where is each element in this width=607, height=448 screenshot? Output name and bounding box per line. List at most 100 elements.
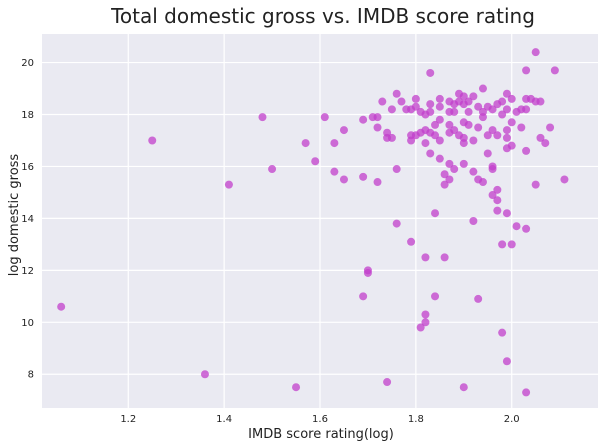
- scatter-point: [522, 146, 531, 155]
- scatter-point: [507, 94, 516, 103]
- scatter-point: [531, 48, 540, 57]
- scatter-point: [320, 113, 329, 122]
- scatter-point: [498, 240, 507, 249]
- scatter-point: [478, 178, 487, 187]
- scatter-point: [478, 113, 487, 122]
- scatter-point: [435, 102, 444, 111]
- scatter-point: [148, 136, 157, 145]
- scatter-point: [258, 113, 267, 122]
- scatter-point: [469, 136, 478, 145]
- scatter-point: [407, 237, 416, 246]
- scatter-point: [426, 149, 435, 158]
- scatter-point: [431, 209, 440, 218]
- scatter-point: [536, 97, 545, 106]
- scatter-point: [531, 180, 540, 189]
- scatter-point: [426, 107, 435, 116]
- scatter-point: [450, 126, 459, 135]
- scatter-point: [507, 141, 516, 150]
- scatter-point: [522, 224, 531, 233]
- scatter-point: [498, 328, 507, 337]
- scatter-point: [57, 302, 66, 311]
- scatter-point: [431, 120, 440, 129]
- scatter-point: [292, 383, 301, 392]
- scatter-point: [474, 294, 483, 303]
- scatter-point: [378, 97, 387, 106]
- scatter-point: [464, 97, 473, 106]
- scatter-point: [363, 266, 372, 275]
- y-tick-label: 18: [21, 110, 34, 121]
- scatter-point: [373, 178, 382, 187]
- scatter-point: [268, 165, 277, 174]
- x-tick-label: 1.8: [408, 414, 424, 425]
- scatter-point: [502, 89, 511, 98]
- scatter-point: [421, 139, 430, 148]
- scatter-point: [224, 180, 233, 189]
- scatter-point: [421, 318, 430, 327]
- x-tick-label: 1.6: [312, 414, 328, 425]
- scatter-point: [421, 310, 430, 319]
- x-tick-label: 1.2: [120, 414, 136, 425]
- scatter-point: [392, 89, 401, 98]
- scatter-point: [330, 167, 339, 176]
- scatter-point: [440, 253, 449, 262]
- scatter-point: [330, 139, 339, 148]
- scatter-point: [474, 123, 483, 132]
- y-tick-label: 8: [28, 370, 34, 381]
- scatter-point: [200, 370, 209, 379]
- scatter-point: [359, 292, 368, 301]
- scatter-point: [450, 165, 459, 174]
- scatter-point: [464, 120, 473, 129]
- scatter-point: [435, 115, 444, 124]
- y-tick-label: 16: [21, 162, 34, 173]
- scatter-point: [507, 118, 516, 127]
- scatter-point: [359, 172, 368, 181]
- scatter-point: [435, 154, 444, 163]
- x-axis-label: IMDB score rating(log): [248, 427, 394, 442]
- scatter-point: [411, 102, 420, 111]
- scatter-point: [459, 92, 468, 101]
- scatter-point: [522, 66, 531, 75]
- tick-labels: 1.2 1.4 1.6 1.8 2.0 8 10 12 14 16 18 20: [21, 58, 519, 425]
- scatter-point: [311, 157, 320, 166]
- scatter-point: [546, 123, 555, 132]
- scatter-point: [426, 68, 435, 77]
- scatter-point: [517, 123, 526, 132]
- y-tick-label: 20: [21, 58, 34, 69]
- scatter-point: [469, 167, 478, 176]
- scatter-point: [483, 131, 492, 140]
- scatter-point: [392, 219, 401, 228]
- scatter-point: [445, 175, 454, 184]
- scatter-point: [498, 110, 507, 119]
- scatter-point: [421, 253, 430, 262]
- scatter-point: [560, 175, 569, 184]
- scatter-point: [387, 133, 396, 142]
- scatter-point: [464, 107, 473, 116]
- scatter-point: [459, 159, 468, 168]
- scatter-point: [488, 165, 497, 174]
- scatter-point: [512, 222, 521, 231]
- scatter-point: [522, 388, 531, 397]
- scatter-point: [431, 292, 440, 301]
- scatter-point: [488, 191, 497, 200]
- scatter-point: [493, 131, 502, 140]
- y-tick-label: 12: [21, 266, 34, 277]
- scatter-point: [435, 94, 444, 103]
- scatter-point: [445, 159, 454, 168]
- scatter-point: [426, 100, 435, 109]
- scatter-point: [502, 357, 511, 366]
- scatter-point: [435, 136, 444, 145]
- scatter-point: [411, 94, 420, 103]
- scatter-point: [493, 206, 502, 215]
- scatter-point: [522, 105, 531, 114]
- scatter-point: [407, 136, 416, 145]
- scatter-point: [488, 105, 497, 114]
- scatter-point: [469, 217, 478, 225]
- scatter-point: [339, 175, 348, 184]
- x-tick-label: 2.0: [504, 414, 520, 425]
- scatter-point: [541, 139, 550, 148]
- chart-title: Total domestic gross vs. IMDB score rati…: [110, 4, 535, 28]
- scatter-point: [498, 97, 507, 106]
- scatter-point: [301, 139, 310, 148]
